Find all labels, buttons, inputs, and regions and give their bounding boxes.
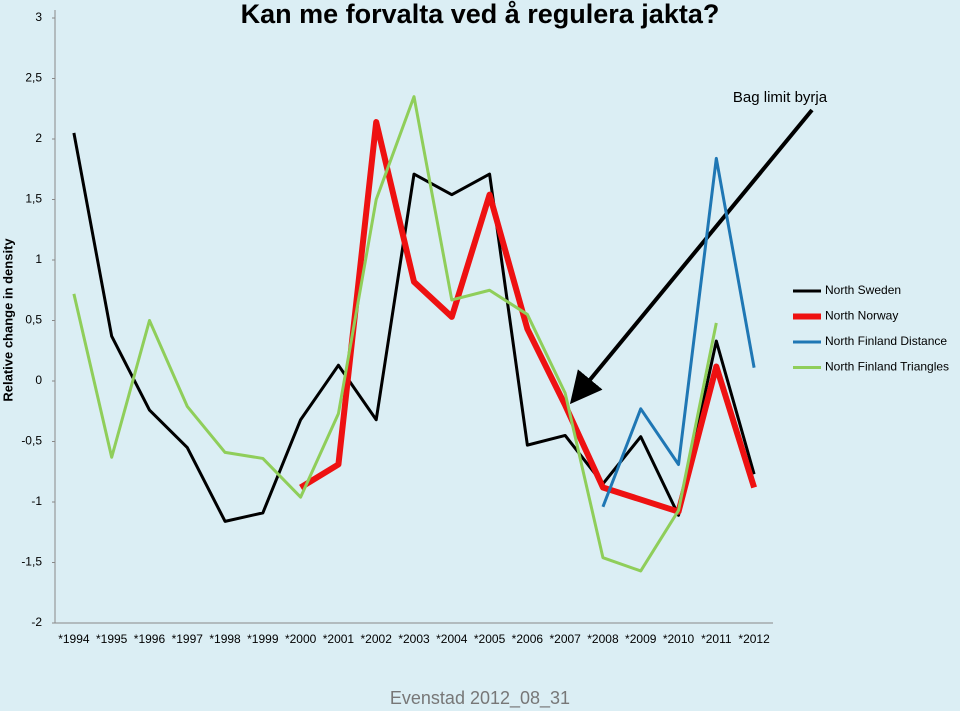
- legend-label: North Sweden: [825, 283, 901, 297]
- y-tick-label: -2: [31, 615, 42, 629]
- chart-title: Kan me forvalta ved å regulera jakta?: [241, 0, 720, 29]
- x-tick-label: *2000: [285, 632, 317, 646]
- x-tick-label: *2010: [663, 632, 695, 646]
- y-tick-label: -0,5: [21, 434, 42, 448]
- y-axis-label: Relative change in density: [0, 238, 15, 402]
- y-tick-label: 2,5: [25, 71, 42, 85]
- x-tick-label: *1997: [172, 632, 204, 646]
- x-tick-label: *1998: [209, 632, 241, 646]
- arrow: [569, 108, 814, 405]
- x-tick-label: *2008: [587, 632, 619, 646]
- series-line: [72, 132, 756, 523]
- series-line: [72, 95, 718, 573]
- x-tick-label: *2004: [436, 632, 468, 646]
- y-tick-label: 0,5: [25, 313, 42, 327]
- x-tick-label: *2009: [625, 632, 657, 646]
- y-tick-label: 1: [35, 252, 42, 266]
- x-tick-label: *1994: [58, 632, 90, 646]
- y-tick-label: -1,5: [21, 555, 42, 569]
- x-tick-label: *1999: [247, 632, 279, 646]
- x-tick-label: *2003: [398, 632, 430, 646]
- y-tick-label: 2: [35, 131, 42, 145]
- y-tick-label: 0: [35, 373, 42, 387]
- legend-label: North Norway: [825, 309, 898, 323]
- x-tick-label: *2012: [738, 632, 770, 646]
- x-tick-label: *2002: [361, 632, 393, 646]
- annotation: Bag limit byrja: [733, 89, 828, 106]
- y-tick-label: -1: [31, 494, 42, 508]
- footer: Evenstad 2012_08_31: [390, 688, 570, 709]
- series-line: [601, 156, 756, 508]
- x-tick-label: *1996: [134, 632, 166, 646]
- legend-label: North Finland Distance: [825, 334, 947, 348]
- x-tick-label: *2006: [512, 632, 544, 646]
- x-tick-label: *2007: [549, 632, 581, 646]
- legend-label: North Finland Triangles: [825, 360, 949, 374]
- y-tick-label: 3: [35, 10, 42, 24]
- y-tick-label: 1,5: [25, 192, 42, 206]
- x-tick-label: *1995: [96, 632, 128, 646]
- x-tick-label: *2011: [701, 632, 732, 646]
- x-tick-label: *2001: [323, 632, 355, 646]
- x-tick-label: *2005: [474, 632, 506, 646]
